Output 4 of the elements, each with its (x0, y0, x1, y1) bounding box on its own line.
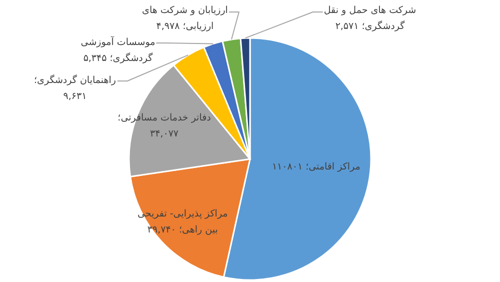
data-label: ۹,۶۳۱ (63, 91, 87, 102)
slice-label: شرکت های حمل و نقل گردشگری؛ ۲,۵۷۱ (324, 5, 416, 32)
slice-label: ارزیابان و شرکت های ارزیابی؛ ۴,۹۷۸ (142, 5, 228, 32)
slice-label: راهنمایان گردشگری؛ (34, 74, 116, 86)
